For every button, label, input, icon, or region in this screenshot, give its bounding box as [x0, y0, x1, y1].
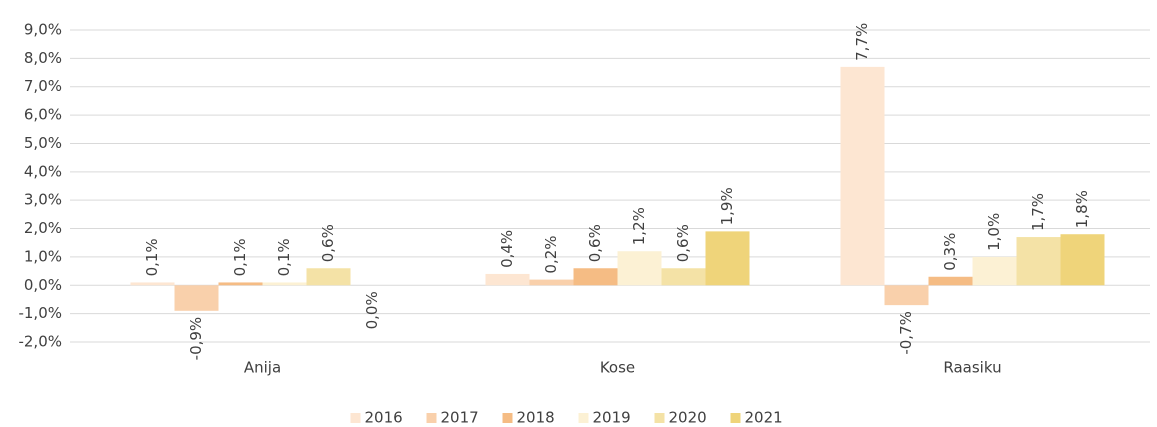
- bar: [573, 268, 618, 286]
- x-tick-label: Anija: [244, 359, 281, 377]
- data-label: 0,1%: [143, 238, 161, 276]
- bar: [884, 285, 929, 306]
- y-tick-label: -2,0%: [18, 333, 62, 351]
- legend-label: 2019: [593, 409, 631, 427]
- y-tick-label: -1,0%: [18, 304, 62, 322]
- data-label: 1,7%: [1029, 193, 1047, 231]
- data-label: 0,6%: [319, 224, 337, 262]
- bar: [1016, 237, 1061, 286]
- y-tick-label: 7,0%: [24, 77, 62, 95]
- bar: [928, 276, 973, 286]
- bar: [485, 273, 530, 286]
- y-tick-label: 4,0%: [24, 162, 62, 180]
- data-label: 0,3%: [941, 233, 959, 271]
- data-label: 1,0%: [985, 213, 1003, 251]
- bar: [130, 282, 175, 286]
- bar: [1060, 234, 1105, 286]
- data-label: -0,7%: [897, 311, 915, 355]
- legend-swatch: [426, 413, 437, 423]
- data-label: 0,0%: [363, 291, 381, 329]
- legend-label: 2018: [517, 409, 555, 427]
- data-label: -0,9%: [187, 317, 205, 361]
- legend-label: 2016: [365, 409, 403, 427]
- bar: [617, 251, 662, 286]
- y-tick-label: 2,0%: [24, 219, 62, 237]
- legend-swatch: [350, 413, 361, 423]
- legend-swatch: [502, 413, 513, 423]
- data-label: 1,8%: [1073, 190, 1091, 228]
- bar: [262, 282, 307, 286]
- data-label: 0,2%: [542, 235, 560, 273]
- x-tick-label: Raasiku: [943, 359, 1001, 377]
- legend-label: 2020: [669, 409, 707, 427]
- bar: [661, 268, 706, 286]
- data-label: 7,7%: [853, 23, 871, 61]
- bar: [174, 285, 219, 311]
- x-tick-label: Kose: [600, 359, 635, 377]
- y-tick-label: 3,0%: [24, 191, 62, 209]
- data-label: 0,6%: [674, 224, 692, 262]
- legend-label: 2017: [441, 409, 479, 427]
- data-label: 0,1%: [275, 238, 293, 276]
- bar: [840, 66, 885, 286]
- y-tick-label: 6,0%: [24, 106, 62, 124]
- y-tick-label: 1,0%: [24, 247, 62, 265]
- y-tick-label: 0,0%: [24, 276, 62, 294]
- bar: [972, 256, 1017, 286]
- y-tick-label: 9,0%: [24, 21, 62, 39]
- bar: [218, 282, 263, 286]
- bar: [705, 231, 750, 286]
- legend-swatch: [654, 413, 665, 423]
- data-label: 0,4%: [498, 230, 516, 268]
- y-tick-label: 5,0%: [24, 134, 62, 152]
- legend-label: 2021: [745, 409, 783, 427]
- bar: [306, 268, 351, 286]
- data-label: 0,6%: [586, 224, 604, 262]
- legend-swatch: [730, 413, 741, 423]
- data-label: 1,9%: [718, 187, 736, 225]
- bar: [529, 279, 574, 286]
- data-label: 1,2%: [630, 207, 648, 245]
- data-label: 0,1%: [231, 238, 249, 276]
- legend-swatch: [578, 413, 589, 423]
- y-tick-label: 8,0%: [24, 49, 62, 67]
